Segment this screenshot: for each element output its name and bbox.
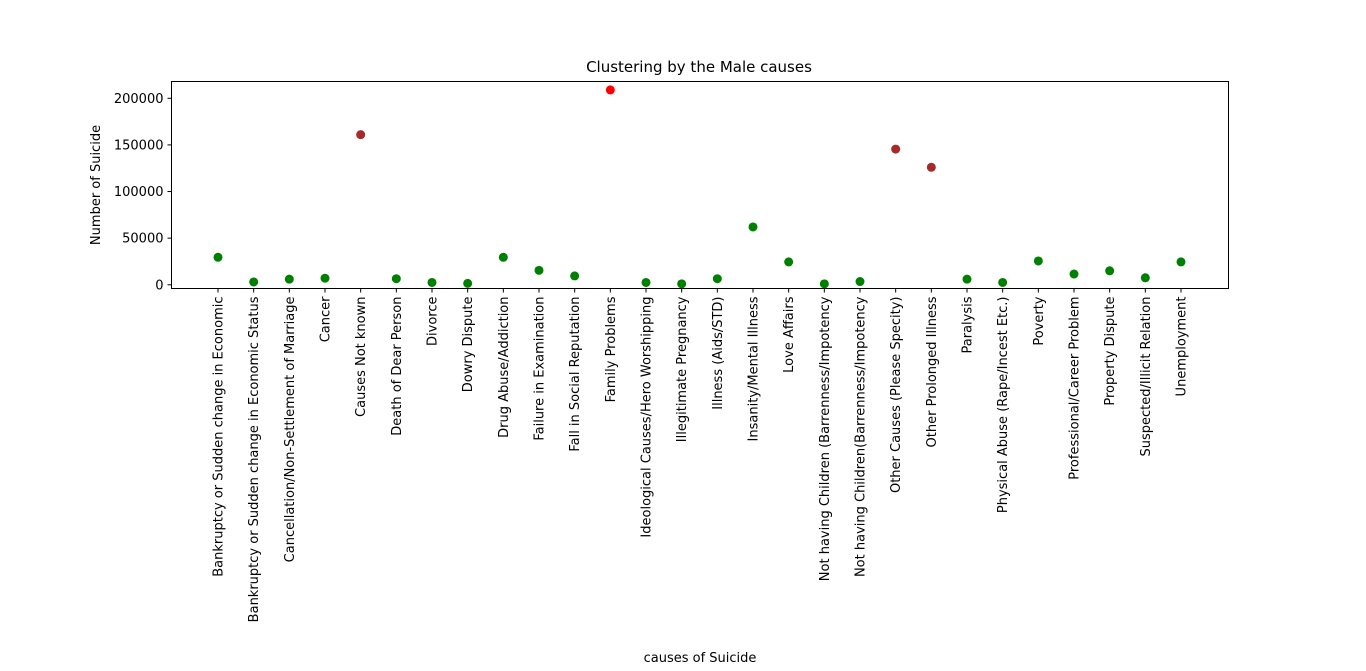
data-point <box>570 271 580 281</box>
x-tick-label: Physical Abuse (Rape/Incest Etc.) <box>996 297 1011 514</box>
data-point <box>748 222 758 232</box>
data-point <box>962 274 972 284</box>
x-axis: Bankruptcy or Sudden change in Economic B… <box>212 288 1190 622</box>
x-tick-label: Other Causes (Please Specity) <box>889 297 904 494</box>
data-point <box>819 279 829 289</box>
data-point <box>534 265 544 275</box>
data-point <box>498 252 508 262</box>
data-point <box>213 252 223 262</box>
x-tick-label: Divorce <box>426 297 441 346</box>
data-point <box>249 277 259 287</box>
data-point <box>712 274 722 284</box>
x-tick-label: Failure in Examination <box>533 297 548 441</box>
data-point <box>320 273 330 283</box>
data-point <box>998 277 1008 287</box>
x-tick-label: Dowry Dispute <box>461 297 476 393</box>
y-tick-label: 0 <box>155 278 163 293</box>
x-tick-label: Illegitimate Pregnancy <box>675 296 690 442</box>
x-tick-label: Drug Abuse/Addiction <box>497 297 512 438</box>
plot-area-frame <box>171 81 1229 289</box>
data-point <box>677 279 687 289</box>
x-tick-label: Other Prolonged Illness <box>925 296 940 447</box>
data-point <box>427 277 437 287</box>
data-point <box>641 277 651 287</box>
x-tick-label: Not having Children(Barrenness/Impotency <box>854 296 869 577</box>
x-tick-label: Not having Children (Barrenness/Impotenc… <box>818 296 833 581</box>
x-tick-label: Causes Not known <box>354 297 369 417</box>
data-point <box>1033 256 1043 266</box>
y-axis: 0 50000 100000 150000 200000 <box>114 92 172 293</box>
data-point <box>891 144 901 154</box>
x-tick-label: Death of Dear Person <box>390 297 405 436</box>
y-tick-label: 100000 <box>114 185 164 200</box>
data-point <box>605 85 615 95</box>
data-points <box>213 85 1186 289</box>
x-tick-label: Property Dispute <box>1103 297 1118 406</box>
x-tick-label: Poverty <box>1032 296 1047 345</box>
data-point <box>391 274 401 284</box>
data-point <box>356 130 366 140</box>
x-tick-label: Fall in Social Reputation <box>568 297 583 452</box>
x-tick-label: Family Problems <box>604 296 619 402</box>
y-axis-label: Number of Suicide <box>89 125 104 245</box>
data-point <box>1176 257 1186 267</box>
x-tick-label: Bankruptcy or Sudden change in Economic … <box>247 296 262 622</box>
data-point <box>1140 273 1150 283</box>
x-tick-label: Cancer <box>319 296 334 342</box>
data-point <box>784 257 794 267</box>
x-tick-label: Bankruptcy or Sudden change in Economic <box>212 297 227 577</box>
x-tick-label: Insanity/Mental Illness <box>747 296 762 441</box>
x-tick-label: Professional/Career Problem <box>1068 297 1083 480</box>
x-tick-label: Love Affairs <box>782 296 797 373</box>
x-tick-label: Ideological Causes/Hero Worshipping <box>640 297 655 538</box>
data-point <box>1105 266 1115 276</box>
x-tick-label: Illness (Aids/STD) <box>711 297 726 410</box>
data-point <box>1069 269 1079 279</box>
chart-title: Clustering by the Male causes <box>586 58 812 76</box>
x-axis-label: causes of Suicide <box>644 651 757 666</box>
x-tick-label: Cancellation/Non-Settlement of Marriage <box>283 296 298 562</box>
y-tick-label: 50000 <box>122 232 163 247</box>
data-point <box>284 274 294 284</box>
data-point <box>926 162 936 172</box>
y-tick-label: 150000 <box>114 138 164 153</box>
data-point <box>855 277 865 287</box>
x-tick-label: Suspected/Illicit Relation <box>1139 297 1154 457</box>
data-point <box>463 278 473 288</box>
x-tick-label: Paralysis <box>961 296 976 353</box>
x-tick-label: Unemployment <box>1175 297 1190 397</box>
y-tick-label: 200000 <box>114 92 164 107</box>
